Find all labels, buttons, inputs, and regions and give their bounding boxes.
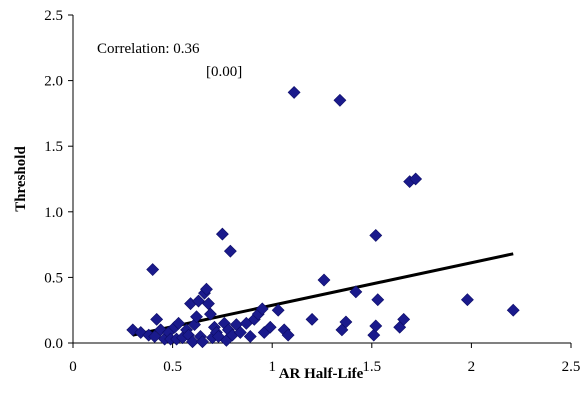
y-tick-label: 0.0	[44, 336, 63, 352]
data-point	[506, 303, 520, 317]
data-point	[255, 302, 269, 316]
data-point	[397, 312, 411, 326]
y-tick-label: 1.5	[44, 139, 63, 155]
tick-labels: 0 0.5 1 1.5 2 2.5 0.0 0.5 1.0 1.5 2.0 2.5	[44, 8, 580, 375]
data-point	[371, 293, 385, 307]
data-point	[409, 172, 423, 186]
x-axis-title: AR Half-Life	[279, 366, 364, 382]
data-point	[333, 93, 347, 107]
data-point	[200, 282, 213, 296]
data-point	[150, 312, 164, 326]
axes	[68, 14, 572, 348]
data-point	[186, 335, 199, 349]
data-point	[369, 319, 383, 333]
data-point	[202, 297, 215, 311]
data-point	[223, 244, 237, 258]
correlation-pvalue-annotation: [0.00]	[206, 64, 242, 80]
data-point	[263, 320, 277, 334]
data-point	[317, 273, 331, 287]
data-point	[148, 330, 162, 343]
y-tick-label: 1.0	[44, 205, 63, 221]
data-point	[460, 293, 474, 307]
data-points	[126, 85, 520, 349]
data-point	[192, 294, 205, 308]
data-point	[305, 312, 319, 326]
y-tick-label: 2.0	[44, 74, 63, 90]
data-point	[287, 85, 301, 99]
y-tick-label: 2.5	[44, 8, 63, 24]
data-point	[339, 315, 353, 329]
x-tick-label: 2	[468, 359, 476, 375]
data-point	[215, 227, 229, 241]
data-point	[204, 307, 217, 321]
data-point	[243, 330, 257, 343]
data-point	[172, 316, 186, 330]
x-tick-label: 1.5	[362, 359, 381, 375]
x-tick-label: 0.5	[163, 359, 182, 375]
data-point	[281, 328, 295, 342]
data-point	[349, 285, 363, 299]
x-tick-label: 1	[268, 359, 276, 375]
y-tick-label: 0.5	[44, 270, 63, 286]
data-point	[233, 326, 247, 339]
y-axis-title: Threshold	[13, 146, 29, 212]
data-point	[369, 228, 383, 242]
data-point	[271, 303, 285, 317]
x-tick-label: 0	[69, 359, 77, 375]
x-tick-label: 2.5	[562, 359, 581, 375]
data-point	[190, 310, 203, 324]
correlation-annotation: Correlation: 0.36	[97, 41, 200, 57]
data-point	[196, 335, 209, 349]
data-point	[146, 263, 160, 276]
data-point	[367, 328, 381, 342]
